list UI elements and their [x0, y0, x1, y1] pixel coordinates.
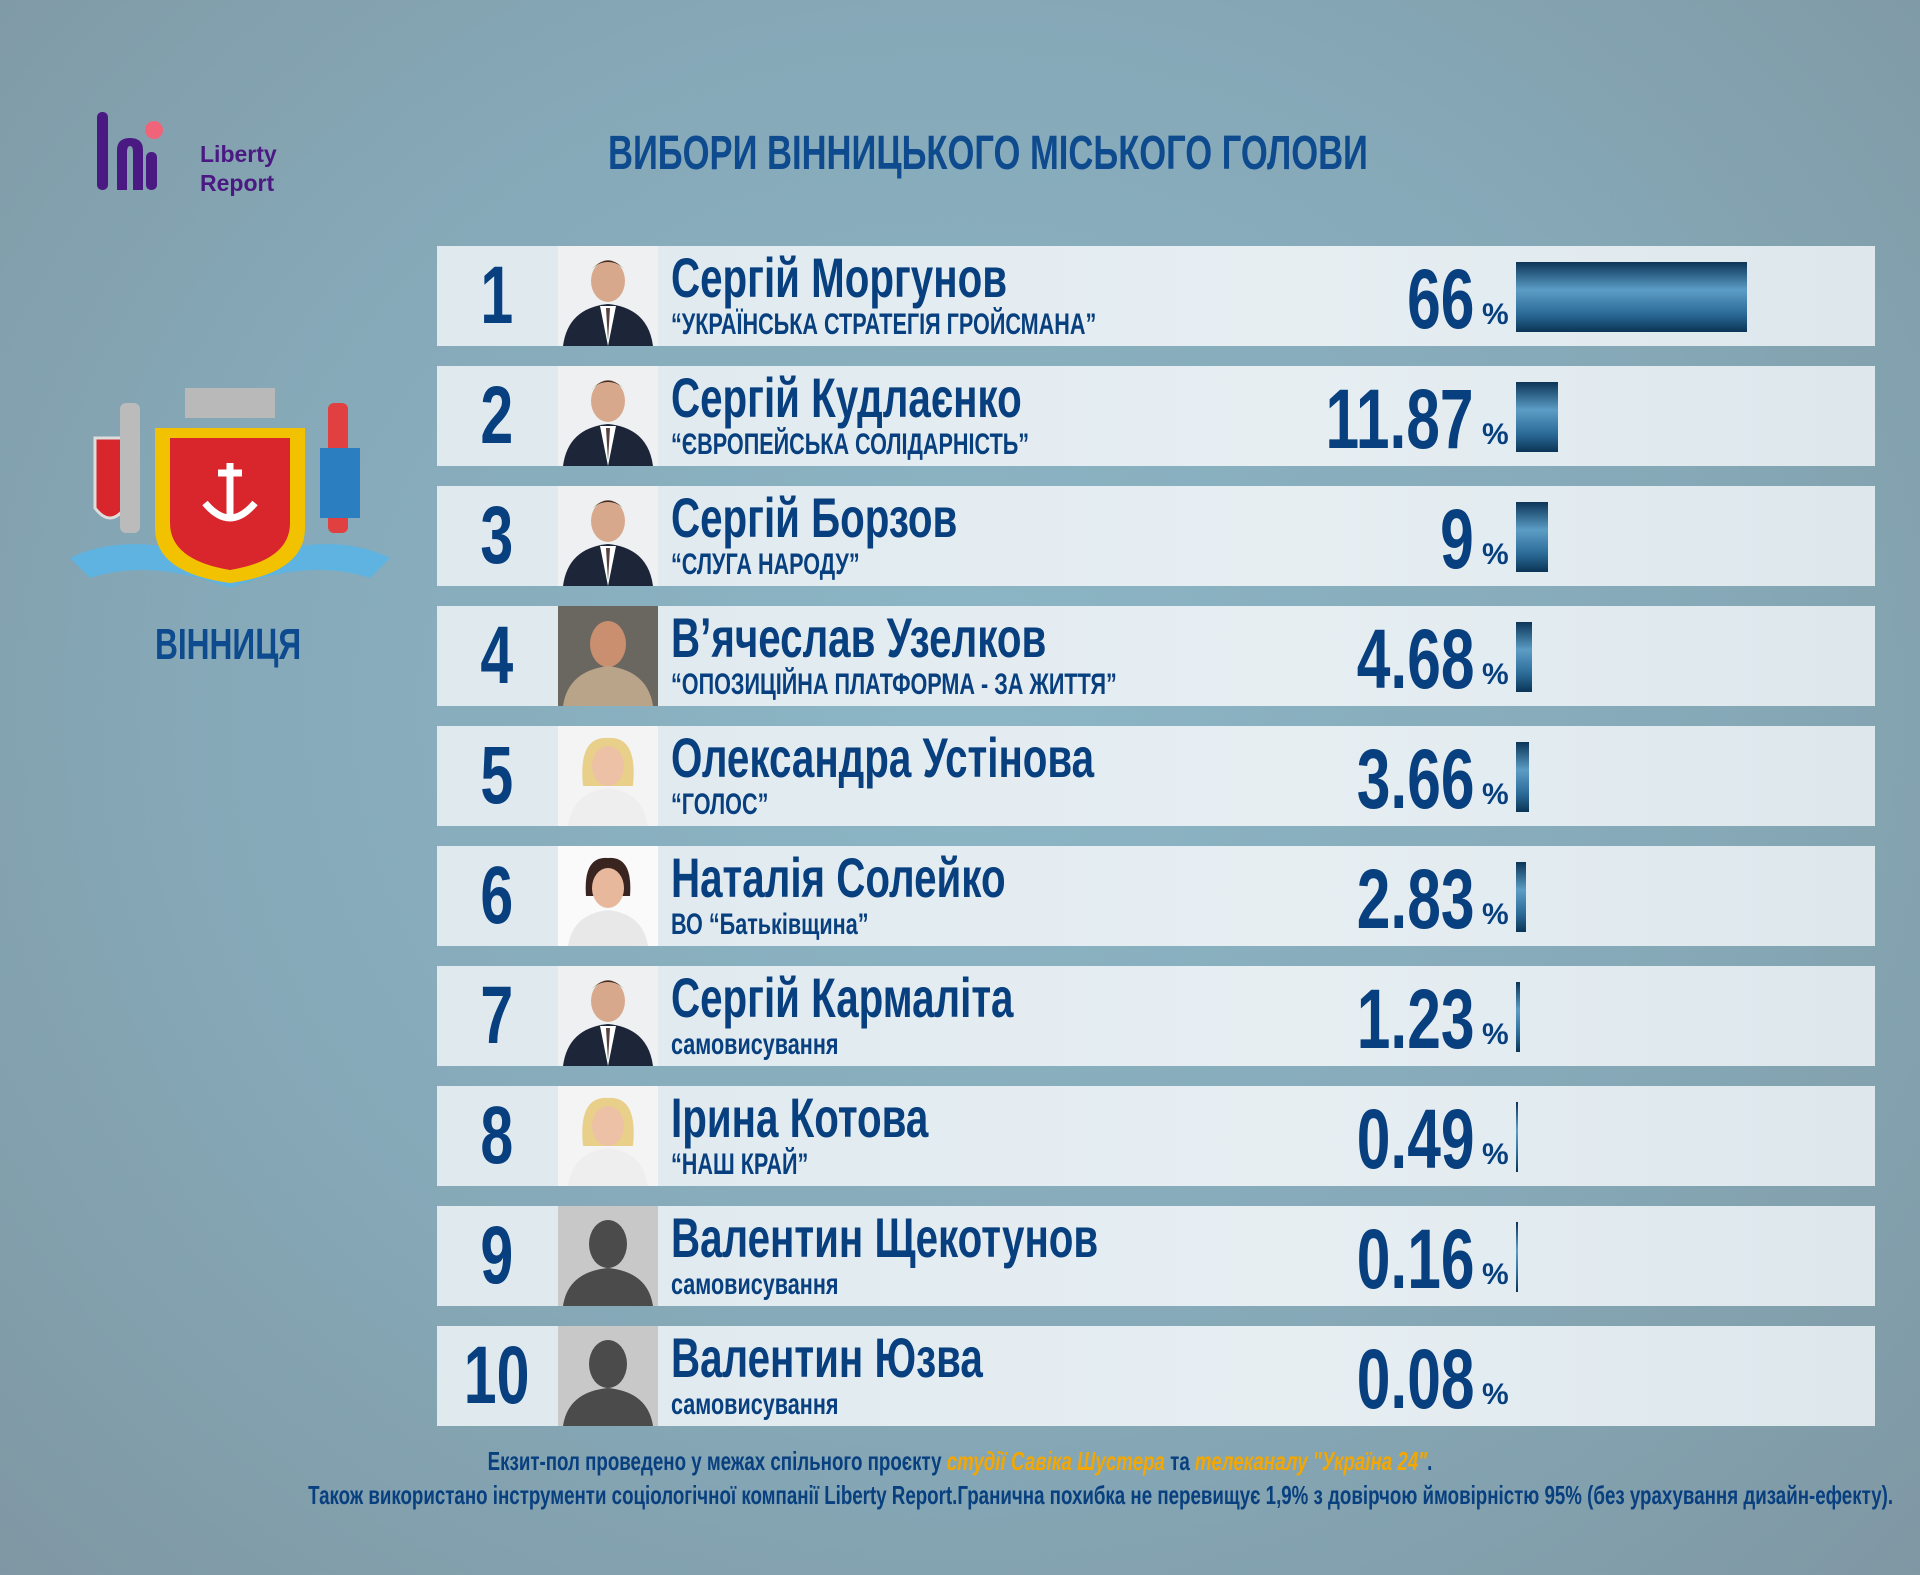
percent-value: 0.49	[1356, 1092, 1474, 1186]
percent-sign: %	[1482, 1378, 1509, 1411]
candidate-name: Ірина Котова	[671, 1086, 929, 1149]
candidate-photo	[558, 246, 658, 346]
footer-note: Екзит-пол проведено у межах спільного пр…	[308, 1446, 1894, 1510]
percent-bar	[1516, 622, 1533, 692]
percent-bar	[1516, 502, 1548, 572]
percent-sign: %	[1482, 658, 1509, 691]
percent-sign: %	[1482, 538, 1509, 571]
percent-sign: %	[1482, 1018, 1509, 1051]
candidate-photo	[558, 606, 658, 706]
candidate-row: 8 Ірина Котова “НАШ КРАЙ” 0.49 %	[437, 1086, 1875, 1186]
candidate-party: “УКРАЇНСЬКА СТРАТЕГІЯ ГРОЙСМАНА”	[671, 308, 1097, 341]
percent-sign: %	[1482, 298, 1509, 331]
percent-value: 66	[1406, 252, 1474, 346]
candidate-party: “НАШ КРАЙ”	[671, 1148, 809, 1181]
candidate-name: Валентин Юзва	[671, 1326, 983, 1389]
percent-bar	[1516, 862, 1526, 932]
percent-value: 0.16	[1356, 1212, 1474, 1306]
percent-value: 3.66	[1356, 732, 1474, 826]
candidate-party: ВО “Батьківщина”	[671, 908, 869, 941]
percent-sign: %	[1482, 778, 1509, 811]
candidate-row: 10 Валентин Юзва самовисування 0.08 %	[437, 1326, 1875, 1426]
candidate-row: 1 Сергій Моргунов “УКРАЇНСЬКА СТРАТЕГІЯ …	[437, 246, 1875, 346]
candidate-row: 9 Валентин Щекотунов самовисування 0.16 …	[437, 1206, 1875, 1306]
rank-number: 7	[480, 970, 514, 1061]
rank-number: 9	[480, 1210, 514, 1301]
candidate-row: 4 В’ячеслав Узелков “ОПОЗИЦІЙНА ПЛАТФОРМ…	[437, 606, 1875, 706]
page-title: ВИБОРИ ВІННИЦЬКОГО МІСЬКОГО ГОЛОВИ	[608, 127, 1368, 180]
candidate-photo	[558, 366, 658, 466]
ukraine24-highlight: телеканалу "Україна 24"	[1194, 1446, 1428, 1476]
percent-bar	[1516, 1222, 1518, 1292]
logo-text-2: Report	[200, 170, 275, 196]
candidate-row: 2 Сергій Кудлаєнко “ЄВРОПЕЙСЬКА СОЛІДАРН…	[437, 366, 1875, 466]
percent-value: 11.87	[1325, 372, 1474, 466]
candidate-name: Наталія Солейко	[671, 846, 1006, 909]
candidate-photo	[558, 486, 658, 586]
rank-number: 4	[480, 610, 514, 701]
rank-number: 5	[480, 730, 514, 821]
candidate-photo	[558, 726, 658, 826]
percent-bar	[1516, 262, 1747, 332]
percent-bar	[1516, 742, 1529, 812]
candidate-name: Валентин Щекотунов	[671, 1206, 1099, 1269]
candidate-photo	[558, 1326, 658, 1426]
percent-bar	[1516, 982, 1521, 1052]
percent-sign: %	[1482, 418, 1509, 451]
city-name: ВІННИЦЯ	[155, 620, 302, 669]
candidate-photo	[558, 1206, 658, 1306]
candidate-name: Сергій Моргунов	[671, 246, 1007, 309]
candidate-row: 7 Сергій Кармаліта самовисування 1.23 %	[437, 966, 1875, 1066]
percent-value: 9	[1440, 492, 1474, 586]
candidate-party: “СЛУГА НАРОДУ”	[671, 548, 860, 581]
candidate-name: Олександра Устінова	[671, 726, 1095, 789]
rank-number: 2	[480, 370, 514, 461]
candidate-party: “ЄВРОПЕЙСЬКА СОЛІДАРНІСТЬ”	[671, 428, 1030, 461]
percent-value: 4.68	[1356, 612, 1474, 706]
candidate-photo	[558, 846, 658, 946]
candidate-row: 3 Сергій Борзов “СЛУГА НАРОДУ” 9 %	[437, 486, 1875, 586]
candidate-row: 5 Олександра Устінова “ГОЛОС” 3.66 %	[437, 726, 1875, 826]
rank-number: 3	[480, 490, 514, 581]
percent-bar	[1516, 382, 1558, 452]
percent-sign: %	[1482, 898, 1509, 931]
candidate-photo	[558, 1086, 658, 1186]
logo-text-1: Liberty	[200, 141, 277, 167]
percent-bar	[1516, 1102, 1518, 1172]
candidate-party: “ГОЛОС”	[671, 788, 769, 821]
candidate-party: самовисування	[671, 1388, 839, 1421]
candidate-name: Сергій Кармаліта	[671, 966, 1014, 1029]
vinnytsia-coat-of-arms	[70, 388, 390, 598]
percent-sign: %	[1482, 1138, 1509, 1171]
percent-value: 2.83	[1356, 852, 1474, 946]
rank-number: 6	[480, 850, 514, 941]
candidate-party: самовисування	[671, 1028, 839, 1061]
rank-number: 8	[480, 1090, 514, 1181]
rank-number: 10	[464, 1330, 530, 1421]
footer-line-2: Також використано інструменти соціологіч…	[308, 1480, 1894, 1510]
logo-mark-icon	[97, 112, 163, 190]
candidate-photo	[558, 966, 658, 1066]
candidate-name: В’ячеслав Узелков	[671, 606, 1047, 669]
liberty-report-logo: Liberty Report	[97, 112, 297, 196]
candidate-name: Сергій Кудлаєнко	[671, 366, 1022, 429]
percent-value: 1.23	[1356, 972, 1474, 1066]
shuster-studio-highlight: студії Савіка Шустера	[946, 1446, 1165, 1476]
candidate-party: “ОПОЗИЦІЙНА ПЛАТФОРМА - ЗА ЖИТТЯ”	[671, 668, 1117, 701]
rank-number: 1	[480, 250, 514, 341]
percent-value: 0.08	[1356, 1332, 1474, 1426]
candidate-row: 6 Наталія Солейко ВО “Батьківщина” 2.83 …	[437, 846, 1875, 946]
percent-sign: %	[1482, 1258, 1509, 1291]
candidate-party: самовисування	[671, 1268, 839, 1301]
candidate-name: Сергій Борзов	[671, 486, 958, 549]
